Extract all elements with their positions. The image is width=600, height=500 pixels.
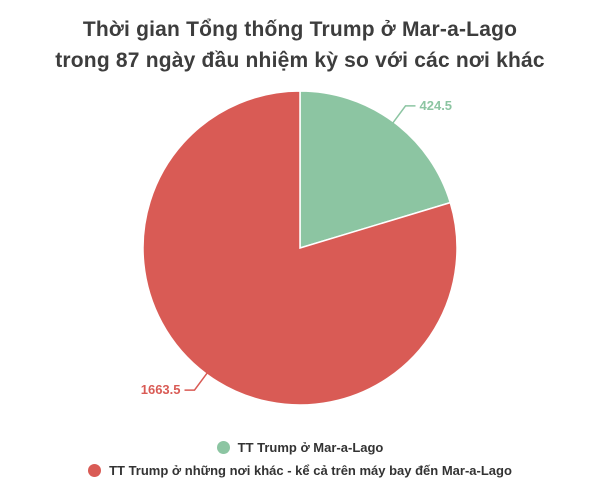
legend-label-other-places: TT Trump ở những nơi khác - kể cả trên m… <box>109 463 512 478</box>
chart-title: Thời gian Tổng thống Trump ở Mar-a-Lago … <box>0 14 600 76</box>
legend-marker-green-icon <box>216 441 230 454</box>
legend-item-other-places[interactable]: TT Trump ở những nơi khác - kể cả trên m… <box>88 463 512 478</box>
pie-chart: 424.5 1663.5 <box>141 90 458 406</box>
data-label-1: 1663.5 <box>141 382 181 397</box>
legend-label-mar-a-lago: TT Trump ở Mar-a-Lago <box>237 440 384 455</box>
data-label-connector-1 <box>184 371 209 391</box>
data-label-connector-0 <box>391 105 416 125</box>
legend: TT Trump ở Mar-a-Lago TT Trump ở những n… <box>0 440 600 478</box>
chart-title-line1: Thời gian Tổng thống Trump ở Mar-a-Lago <box>82 18 518 41</box>
legend-marker-red-icon <box>88 464 102 477</box>
chart-title-line2: trong 87 ngày đầu nhiệm kỳ so với các nơ… <box>55 49 545 72</box>
legend-item-mar-a-lago[interactable]: TT Trump ở Mar-a-Lago <box>216 440 384 455</box>
data-label-0: 424.5 <box>420 98 453 113</box>
